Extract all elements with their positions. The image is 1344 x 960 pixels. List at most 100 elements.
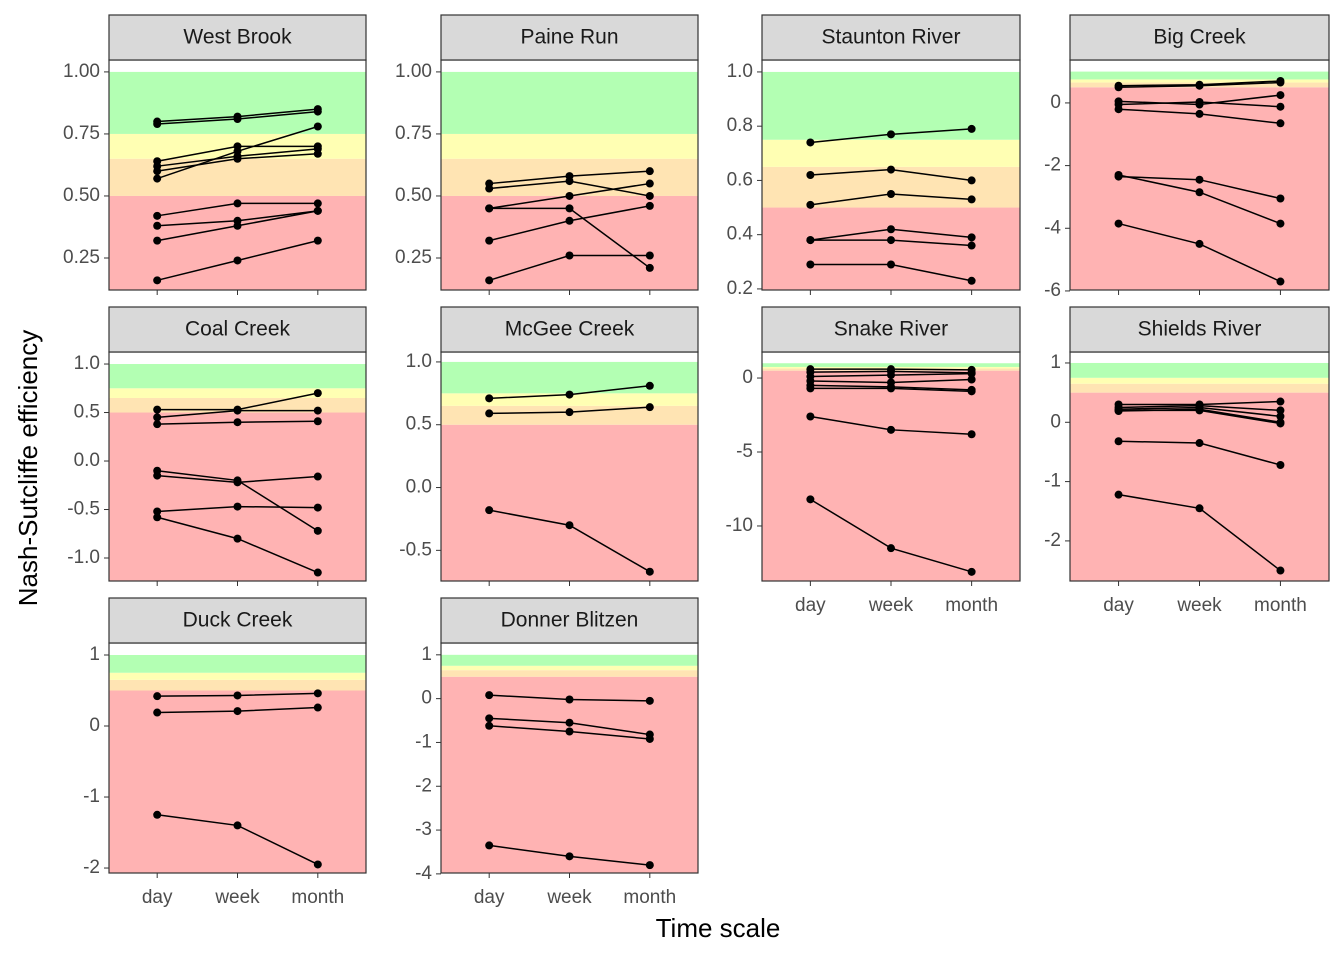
data-point xyxy=(645,251,654,260)
data-point xyxy=(645,179,654,188)
panel-title: McGee Creek xyxy=(505,318,635,341)
data-point xyxy=(485,714,494,723)
panel-title: Coal Creek xyxy=(185,318,291,341)
data-point xyxy=(887,544,895,553)
data-point xyxy=(233,406,242,415)
y-tick-label: 0.5 xyxy=(74,402,100,423)
data-point xyxy=(1195,175,1204,184)
threshold-band xyxy=(109,690,366,873)
y-tick-label: -10 xyxy=(726,515,753,536)
data-point xyxy=(485,184,494,193)
data-point xyxy=(313,199,322,208)
data-point xyxy=(887,425,895,434)
data-point xyxy=(806,138,815,147)
data-point xyxy=(153,211,162,220)
data-point xyxy=(565,521,574,530)
data-point xyxy=(1195,109,1204,118)
threshold-band xyxy=(109,364,366,389)
strip xyxy=(440,14,699,61)
y-tick-label: -1 xyxy=(415,731,432,752)
threshold-band xyxy=(109,195,366,290)
data-point xyxy=(153,708,162,717)
data-point xyxy=(485,236,494,245)
data-point xyxy=(313,526,322,535)
y-tick-label: 1.00 xyxy=(395,61,432,82)
data-point xyxy=(153,167,162,176)
threshold-band xyxy=(1070,383,1329,393)
data-point xyxy=(485,276,494,285)
data-point xyxy=(967,375,976,384)
data-point xyxy=(153,236,162,245)
y-tick-label: -0.5 xyxy=(67,499,100,520)
data-point xyxy=(153,276,162,285)
y-tick-label: 0.50 xyxy=(395,185,432,206)
y-tick-label: -4 xyxy=(415,863,432,884)
data-point xyxy=(153,221,162,230)
threshold-band xyxy=(109,679,366,691)
data-point xyxy=(645,696,654,705)
y-tick-label: 0.50 xyxy=(63,185,100,206)
data-point xyxy=(887,371,895,380)
data-point xyxy=(313,206,322,215)
data-point xyxy=(1195,405,1204,414)
data-point xyxy=(1114,83,1123,92)
strip xyxy=(108,597,367,644)
data-point xyxy=(233,199,242,208)
panel-title: Duck Creek xyxy=(183,609,293,632)
panel-title: Paine Run xyxy=(520,26,618,49)
data-point xyxy=(233,534,242,543)
x-tick-label: week xyxy=(214,887,260,908)
data-point xyxy=(645,381,654,390)
strip xyxy=(1069,306,1330,353)
data-point xyxy=(485,721,494,730)
x-tick-label: day xyxy=(142,887,173,908)
data-point xyxy=(806,495,815,504)
data-point xyxy=(806,200,815,209)
data-point xyxy=(313,472,322,481)
y-tick-label: -2 xyxy=(83,857,100,878)
data-point xyxy=(233,154,242,163)
data-point xyxy=(967,276,976,285)
data-point xyxy=(967,387,976,396)
data-point xyxy=(565,216,574,225)
data-point xyxy=(565,390,574,399)
y-axis-title: Nash-Sutcliffe efficiency xyxy=(13,330,43,607)
y-tick-label: 1.0 xyxy=(727,61,753,82)
data-point xyxy=(153,507,162,516)
data-point xyxy=(645,403,654,412)
x-tick-label: day xyxy=(795,595,826,616)
y-tick-label: 1 xyxy=(1050,352,1061,373)
data-point xyxy=(485,409,494,418)
data-point xyxy=(565,177,574,186)
data-point xyxy=(1114,171,1123,179)
data-point xyxy=(233,478,242,487)
data-point xyxy=(153,413,162,422)
data-point xyxy=(233,707,242,716)
data-point xyxy=(967,430,976,439)
threshold-band xyxy=(109,388,366,398)
data-point xyxy=(967,195,976,204)
data-point xyxy=(153,120,162,129)
data-point xyxy=(645,191,654,200)
threshold-band xyxy=(441,654,698,666)
data-point xyxy=(313,406,322,415)
x-tick-label: month xyxy=(291,887,344,908)
data-point xyxy=(565,251,574,260)
threshold-band xyxy=(762,207,1020,290)
data-point xyxy=(887,130,895,139)
threshold-band xyxy=(762,71,1020,140)
data-point xyxy=(967,567,976,576)
data-point xyxy=(313,703,322,712)
x-tick-label: week xyxy=(546,887,592,908)
y-tick-label: 0.75 xyxy=(63,123,100,144)
data-point xyxy=(485,204,494,213)
data-point xyxy=(645,167,654,176)
data-point xyxy=(233,115,242,124)
threshold-band xyxy=(762,166,1020,208)
data-point xyxy=(233,221,242,230)
y-tick-label: 1.0 xyxy=(406,351,432,372)
y-tick-label: 1.0 xyxy=(74,353,100,374)
y-tick-label: 0.8 xyxy=(727,115,753,136)
threshold-band xyxy=(441,393,698,406)
data-point xyxy=(887,384,895,393)
